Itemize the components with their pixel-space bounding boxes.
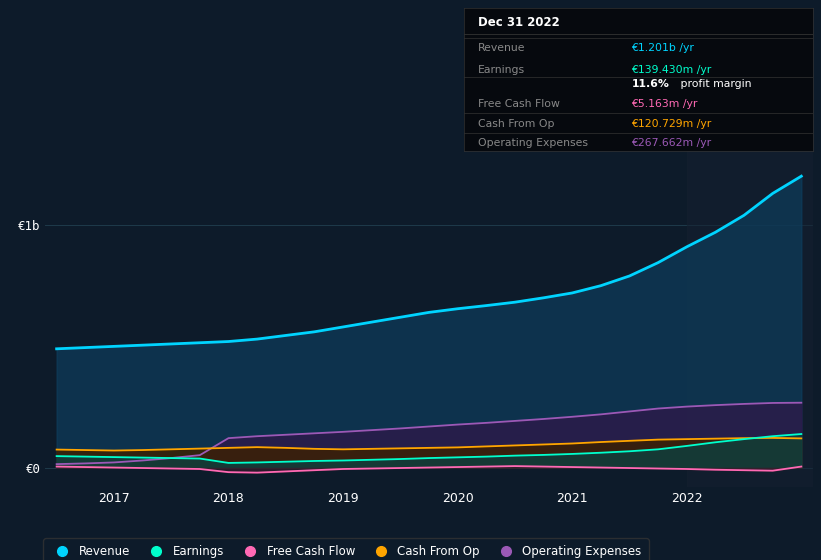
Text: Earnings: Earnings xyxy=(478,65,525,75)
Text: €139.430m /yr: €139.430m /yr xyxy=(631,65,712,75)
Text: Dec 31 2022: Dec 31 2022 xyxy=(478,16,560,29)
Text: Free Cash Flow: Free Cash Flow xyxy=(478,99,560,109)
Text: 11.6%: 11.6% xyxy=(631,79,669,89)
Text: €120.729m /yr: €120.729m /yr xyxy=(631,119,712,129)
Legend: Revenue, Earnings, Free Cash Flow, Cash From Op, Operating Expenses: Revenue, Earnings, Free Cash Flow, Cash … xyxy=(44,538,649,560)
Text: €267.662m /yr: €267.662m /yr xyxy=(631,138,712,148)
Text: Revenue: Revenue xyxy=(478,43,525,53)
Bar xyxy=(686,140,813,487)
Text: Cash From Op: Cash From Op xyxy=(478,119,554,129)
Text: €5.163m /yr: €5.163m /yr xyxy=(631,99,698,109)
Text: Operating Expenses: Operating Expenses xyxy=(478,138,588,148)
Text: €1.201b /yr: €1.201b /yr xyxy=(631,43,695,53)
Text: profit margin: profit margin xyxy=(677,79,751,89)
